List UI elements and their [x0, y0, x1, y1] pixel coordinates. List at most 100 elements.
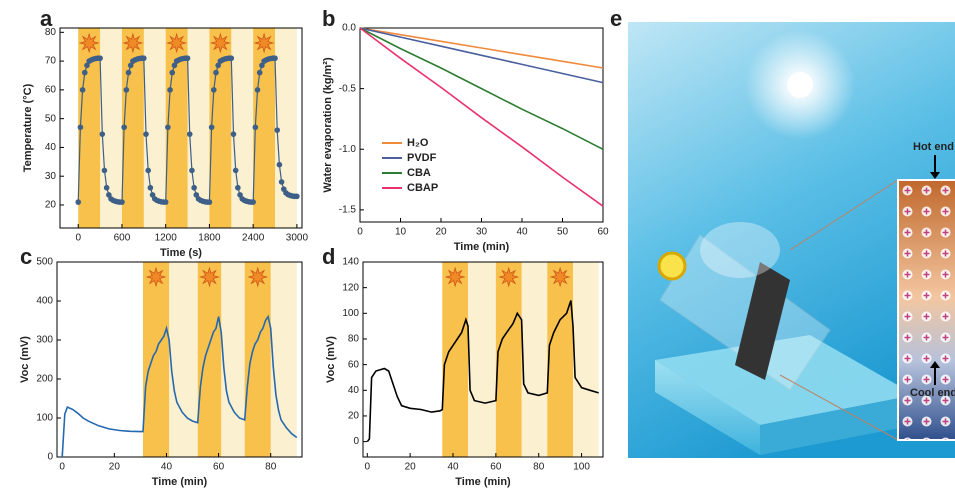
sun-icon [199, 266, 220, 288]
x-tick-label: 30 [476, 227, 488, 238]
sun-icon [145, 266, 167, 288]
legend-label: CBA [407, 167, 431, 179]
x-tick-label: 2400 [242, 233, 265, 244]
y-tick-label: 200 [36, 374, 53, 385]
plot-frame [59, 27, 303, 229]
light-off-band [270, 262, 297, 457]
x-tick-label: 10 [395, 227, 407, 238]
y-tick-label: 0 [47, 452, 53, 463]
y-tick-label: 80 [45, 27, 57, 38]
light-on-band [143, 262, 170, 457]
y-tick-label: 60 [348, 359, 360, 370]
plot-frame [362, 261, 604, 458]
x-tick-label: 0 [75, 233, 81, 244]
light-on-band [495, 262, 522, 457]
series-line [61, 314, 298, 458]
x-tick-label: 20 [405, 462, 417, 473]
data-point [81, 69, 88, 76]
data-point [77, 124, 84, 131]
plot-frame [359, 27, 604, 223]
y-tick-label: -1.5 [339, 205, 357, 216]
x-tick-label: 20 [435, 227, 447, 238]
series-line [359, 27, 604, 151]
data-point [254, 87, 261, 93]
arrow-head [930, 172, 940, 179]
cool-end-label: Cool end [910, 387, 955, 399]
data-point [101, 167, 108, 174]
data-point [208, 124, 215, 131]
sun-icon [166, 32, 188, 54]
water-top [655, 335, 915, 425]
panel-label: d [322, 244, 335, 269]
plot-frame [56, 261, 303, 458]
x-tick-label: 0 [365, 462, 371, 473]
y-tick-label: 50 [45, 113, 57, 124]
y-tick-label: 120 [342, 282, 359, 293]
y-axis-label: Temperature (°C) [22, 83, 34, 172]
hot-end-label: Hot end [913, 141, 954, 153]
light-off-band [169, 262, 198, 457]
legend-label: CBAP [407, 182, 438, 194]
x-tick-label: 80 [265, 462, 277, 473]
water-side [760, 395, 915, 455]
vapor [700, 222, 780, 278]
zoom-line [789, 179, 899, 251]
legend-label: PVDF [407, 152, 437, 164]
y-tick-label: 100 [36, 413, 53, 424]
data-point [232, 167, 239, 174]
data-point [97, 55, 103, 62]
water-front [655, 360, 760, 455]
y-tick-label: 300 [36, 335, 53, 346]
x-tick-label: 40 [447, 462, 459, 473]
chart: 0 600 1200 1800 2400 3000 20 30 40 50 60 70 80 Time (… [22, 6, 309, 259]
y-tick-label: 100 [342, 308, 359, 319]
data-point [141, 55, 147, 62]
bulb [657, 251, 687, 281]
arrow-head [930, 361, 940, 368]
light-on-band [197, 262, 222, 457]
x-tick-label: 600 [114, 233, 131, 244]
sun-icon [253, 32, 275, 54]
y-tick-label: 70 [45, 56, 57, 67]
chart: 0 20 40 60 80 100 0 20 40 60 80 100 120 140 Time (min)… [322, 244, 604, 488]
y-tick-label: 20 [348, 411, 360, 422]
data-point [213, 69, 219, 76]
data-point [189, 167, 195, 174]
series-line [366, 300, 599, 443]
y-tick-label: 30 [45, 171, 57, 182]
x-tick-label: 60 [597, 227, 609, 238]
light-off-band [468, 262, 496, 457]
x-tick-label: 60 [490, 462, 502, 473]
y-tick-label: 40 [45, 142, 57, 153]
data-point [276, 161, 283, 168]
data-point [127, 62, 134, 69]
series-line [359, 27, 604, 84]
illustration: Hot end Cool end e [610, 6, 955, 458]
light-off-band [573, 262, 599, 457]
data-point [84, 62, 90, 69]
panel-label: c [20, 244, 32, 269]
x-tick-label: 40 [516, 227, 528, 238]
data-point [215, 62, 221, 69]
panel-label: a [40, 6, 53, 31]
y-tick-label: -0.5 [339, 83, 357, 94]
sun-icon [122, 32, 144, 54]
data-point [75, 199, 82, 205]
panel-label: e [610, 6, 622, 31]
y-tick-label: 140 [342, 257, 359, 268]
ions [898, 180, 955, 440]
y-axis-label: Voc (mV) [325, 336, 337, 383]
data-point [191, 184, 197, 191]
x-tick-label: 100 [573, 462, 590, 473]
legend-label: H₂O [407, 137, 429, 149]
y-tick-label: 0 [353, 436, 359, 447]
x-tick-label: 1200 [155, 233, 178, 244]
x-tick-label: 80 [533, 462, 545, 473]
sun-icon [444, 266, 466, 288]
y-axis-label: Voc (mV) [19, 336, 31, 383]
zoom-line [779, 374, 899, 441]
data-point [184, 55, 191, 62]
sun-icon [247, 266, 269, 288]
y-axis-label: Water evaporation (kg/m²) [322, 57, 334, 193]
x-axis-label: Time (min) [455, 476, 511, 488]
